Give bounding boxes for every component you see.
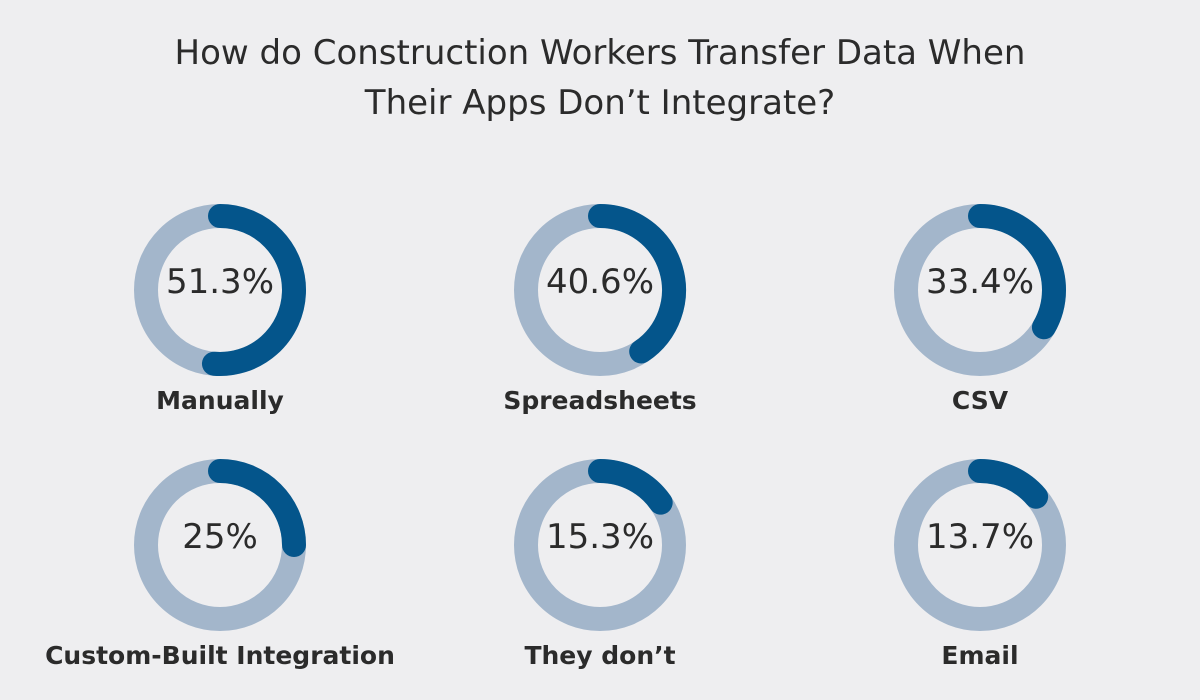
donut-email: 13.7% Email (790, 445, 1170, 685)
chart-title-line-2: Their Apps Don’t Integrate? (364, 83, 836, 123)
donut-ring (134, 459, 306, 631)
donut-category-label: They don’t (524, 641, 676, 670)
donut-ring (134, 204, 306, 376)
donut-spreadsheets: 40.6% Spreadsheets (410, 190, 790, 430)
donut-value-label: 40.6% (545, 262, 654, 302)
donut-value-arc (208, 459, 306, 557)
donut-value-label: 15.3% (545, 517, 654, 557)
donut-category-label: Manually (156, 386, 284, 415)
donut-value-label: 13.7% (925, 517, 1034, 557)
donut-value-arc (588, 204, 686, 364)
chart-title: How do Construction Workers Transfer Dat… (0, 28, 1200, 128)
donut-ring (894, 204, 1066, 376)
donut-value-label: 51.3% (165, 262, 274, 302)
donut-value-arc (968, 204, 1066, 340)
donut-manually: 51.3% Manually (30, 190, 410, 430)
donut-category-label: Custom-Built Integration (45, 641, 395, 670)
donut-value-arc (588, 459, 673, 515)
donut-category-label: Email (941, 641, 1019, 670)
donut-category-label: CSV (951, 386, 1009, 415)
donut-ring (514, 204, 686, 376)
donut-value-arc (201, 204, 306, 376)
donut-ring (894, 459, 1066, 631)
donut-ring (514, 459, 686, 631)
donut-custom-built-integration: 25% Custom-Built Integration (30, 445, 410, 685)
donut-they-don-t: 15.3% They don’t (410, 445, 790, 685)
donut-grid: 51.3% Manually 40.6% Spreadsheets 33.4% CSV 25… (0, 190, 1200, 700)
donut-value-label: 33.4% (925, 262, 1034, 302)
chart-title-line-1: How do Construction Workers Transfer Dat… (174, 33, 1026, 73)
donut-value-label: 25% (182, 517, 258, 557)
donut-value-arc (968, 459, 1049, 509)
donut-csv: 33.4% CSV (790, 190, 1170, 430)
donut-category-label: Spreadsheets (503, 386, 697, 415)
